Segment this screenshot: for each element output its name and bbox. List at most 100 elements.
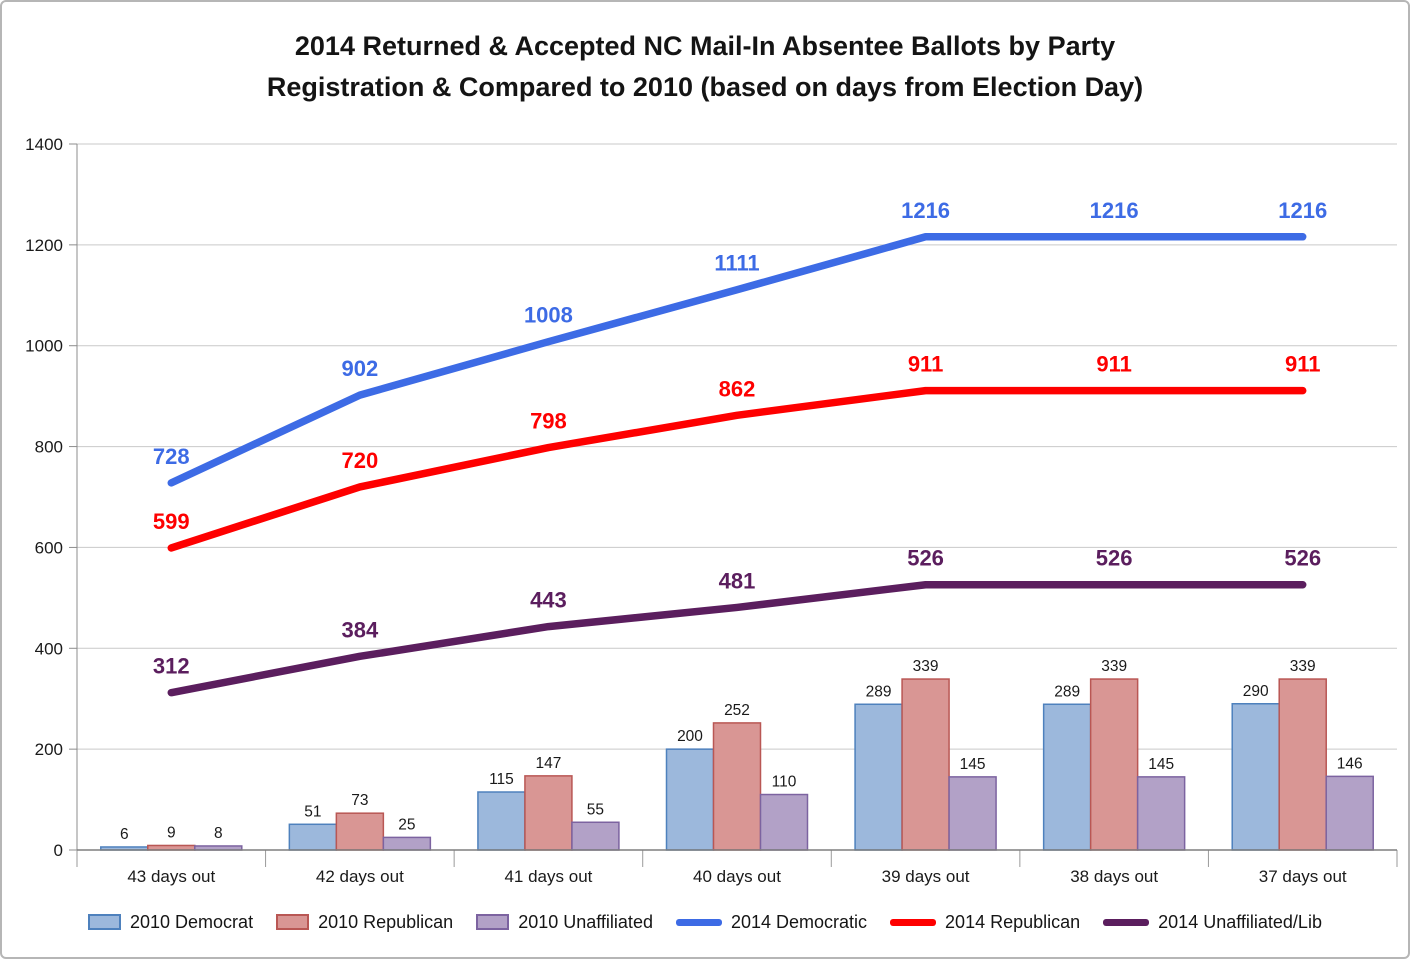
bar-data-label: 115 [489, 771, 514, 788]
x-category-label: 41 days out [504, 867, 592, 886]
legend-label: 2010 Unaffiliated [518, 911, 653, 932]
bar-2010-republican [901, 678, 950, 851]
bar-data-label: 8 [214, 825, 223, 842]
legend-bar-swatch-icon [476, 914, 510, 930]
bar-data-label: 252 [724, 702, 750, 719]
bar-data-label: 73 [351, 792, 368, 809]
legend-item-2014-unaffiliated-lib: 2014 Unaffiliated/Lib [1103, 912, 1322, 933]
y-tick-label: 800 [35, 438, 63, 457]
legend-label: 2010 Democrat [130, 911, 254, 932]
bar-2010-democrat [665, 748, 715, 851]
bar-2010-republican [524, 775, 573, 851]
line-data-label: 312 [153, 654, 190, 679]
bar-2010-unaffiliated [382, 836, 432, 851]
line-data-label: 911 [1096, 352, 1132, 377]
line-data-label: 728 [153, 444, 190, 469]
bar-2010-republican [712, 722, 762, 851]
legend-label: 2014 Republican [945, 911, 1081, 932]
y-tick-label: 200 [35, 740, 63, 759]
line-data-label: 1216 [1090, 198, 1139, 223]
line-data-label: 526 [1096, 546, 1133, 571]
bar-2010-democrat [477, 791, 526, 851]
legend-bar-swatch-icon [276, 914, 310, 930]
x-category-label: 42 days out [316, 867, 404, 886]
bar-data-label: 51 [304, 803, 321, 820]
bar-2010-unaffiliated [571, 821, 620, 851]
bar-data-label: 290 [1243, 683, 1269, 700]
x-category-label: 40 days out [693, 867, 781, 886]
legend-label: 2014 Democratic [730, 911, 868, 932]
line-data-label: 481 [719, 568, 756, 593]
line-data-label: 1008 [524, 303, 573, 328]
legend-bar-swatch-icon [88, 914, 121, 930]
bar-data-label: 6 [120, 826, 129, 843]
y-tick-label: 600 [35, 538, 63, 557]
bar-2010-democrat [1231, 703, 1280, 851]
bar-2010-unaffiliated [1136, 776, 1186, 851]
bar-2010-unaffiliated [948, 776, 997, 851]
legend-item-2010-democrat: 2010 Democrat [88, 912, 253, 933]
x-category-label: 39 days out [882, 867, 970, 886]
bar-data-label: 200 [677, 728, 703, 745]
bar-2010-democrat [1042, 703, 1092, 851]
legend-item-2010-republican: 2010 Republican [276, 912, 453, 933]
line-data-label: 599 [153, 509, 190, 534]
line-data-label: 1216 [901, 198, 950, 223]
legend-line-swatch-icon [675, 918, 722, 926]
line-data-label: 862 [719, 376, 756, 401]
bar-data-label: 145 [1148, 756, 1174, 773]
bar-2010-democrat [854, 703, 903, 851]
line-data-label: 911 [1285, 352, 1321, 377]
y-tick-label: 1400 [25, 135, 63, 154]
x-category-label: 43 days out [127, 867, 215, 886]
line-2014-republican [167, 386, 1307, 552]
legend-line-swatch-icon [890, 918, 937, 926]
line-data-label: 443 [530, 588, 567, 613]
line-data-label: 526 [1284, 546, 1321, 571]
bar-data-label: 339 [913, 658, 939, 675]
bar-2010-unaffiliated [759, 793, 809, 851]
x-category-label: 37 days out [1259, 867, 1347, 886]
line-data-label: 1111 [714, 251, 759, 276]
chart-title-line2: Registration & Compared to 2010 (based o… [266, 72, 1144, 102]
bar-data-label: 146 [1337, 755, 1363, 772]
bar-2010-republican [335, 812, 385, 851]
line-2014-unaffiliated-lib [167, 580, 1307, 697]
bar-data-label: 9 [167, 824, 176, 841]
y-tick-label: 1200 [25, 236, 63, 255]
bar-data-label: 145 [960, 756, 986, 773]
bar-data-label: 25 [398, 816, 415, 833]
bar-2010-republican [1278, 678, 1327, 851]
legend-item-2014-democratic: 2014 Democratic [675, 911, 868, 933]
x-category-label: 38 days out [1070, 867, 1158, 886]
line-data-label: 902 [341, 356, 378, 381]
bar-2010-unaffiliated [1325, 775, 1374, 851]
bar-data-label: 147 [535, 755, 561, 772]
chart-title-line1: 2014 Returned & Accepted NC Mail-In Abse… [294, 31, 1116, 61]
chart-title: 2014 Returned & Accepted NC Mail-In Abse… [2, 26, 1408, 108]
legend-item-2014-republican: 2014 Republican [890, 912, 1080, 933]
line-data-label: 526 [907, 546, 944, 571]
bar-data-label: 289 [866, 683, 892, 700]
y-tick-label: 400 [35, 639, 63, 658]
line-2014-democratic [167, 233, 1307, 487]
line-data-label: 384 [341, 617, 378, 642]
legend-label: 2014 Unaffiliated/Lib [1158, 911, 1322, 932]
line-data-label: 1216 [1278, 198, 1327, 223]
bar-data-label: 110 [772, 774, 797, 791]
legend-item-2010-unaffiliated: 2010 Unaffiliated [476, 912, 653, 933]
chart-legend: 2010 Democrat 2010 Republican 2010 Unaffil… [2, 901, 1408, 943]
bar-data-label: 339 [1290, 658, 1316, 675]
bar-data-label: 339 [1101, 658, 1127, 675]
bar-2010-democrat [288, 823, 338, 851]
line-data-label: 798 [530, 409, 567, 434]
y-tick-label: 0 [54, 841, 63, 860]
line-data-label: 911 [908, 352, 944, 377]
legend-label: 2010 Republican [318, 911, 454, 932]
bar-data-label: 55 [587, 801, 604, 818]
bar-data-label: 289 [1054, 683, 1080, 700]
y-tick-label: 1000 [25, 337, 63, 356]
legend-line-swatch-icon [1103, 918, 1150, 926]
